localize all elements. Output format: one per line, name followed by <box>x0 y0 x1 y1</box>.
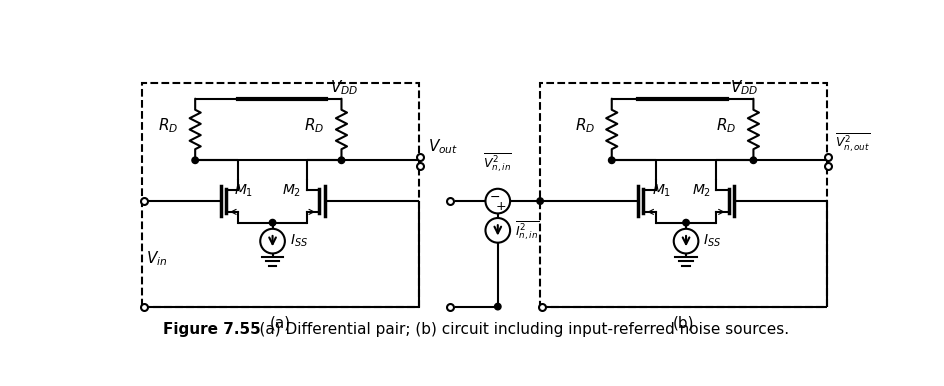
Text: (a) Differential pair; (b) circuit including input-referred noise sources.: (a) Differential pair; (b) circuit inclu… <box>240 322 788 337</box>
Text: (a): (a) <box>270 315 291 330</box>
Text: $+$: $+$ <box>495 200 506 213</box>
Circle shape <box>494 303 500 310</box>
Circle shape <box>338 157 345 164</box>
Text: $R_D$: $R_D$ <box>574 116 594 135</box>
Text: $M_2$: $M_2$ <box>282 182 301 199</box>
Circle shape <box>750 157 756 164</box>
Text: $I_{SS}$: $I_{SS}$ <box>289 233 308 249</box>
Bar <box>142 83 419 306</box>
Bar <box>540 83 827 306</box>
Text: $V_{DD}$: $V_{DD}$ <box>730 78 758 97</box>
Text: $\overline{V^2_{n,in}}$: $\overline{V^2_{n,in}}$ <box>482 152 512 174</box>
Text: $R_D$: $R_D$ <box>716 116 735 135</box>
Text: $\overline{V^2_{n,out}}$: $\overline{V^2_{n,out}}$ <box>834 132 869 154</box>
Circle shape <box>192 157 198 164</box>
Circle shape <box>683 219 688 226</box>
Text: $M_1$: $M_1$ <box>234 182 253 199</box>
Text: $M_2$: $M_2$ <box>691 182 710 199</box>
Text: $V_{in}$: $V_{in}$ <box>145 249 167 268</box>
Text: Figure 7.55: Figure 7.55 <box>162 322 261 337</box>
Circle shape <box>536 198 543 204</box>
Text: $V_{DD}$: $V_{DD}$ <box>329 78 358 97</box>
Text: (b): (b) <box>672 315 694 330</box>
Circle shape <box>608 157 615 164</box>
Circle shape <box>269 219 276 226</box>
Text: $R_D$: $R_D$ <box>158 116 178 135</box>
Text: $M_1$: $M_1$ <box>651 182 670 199</box>
Text: $I_{SS}$: $I_{SS}$ <box>702 233 720 249</box>
Text: $V_{out}$: $V_{out}$ <box>428 137 458 156</box>
Text: $-$: $-$ <box>489 190 499 203</box>
Text: $R_D$: $R_D$ <box>304 116 324 135</box>
Text: $\overline{I^2_{n,in}}$: $\overline{I^2_{n,in}}$ <box>514 219 538 242</box>
